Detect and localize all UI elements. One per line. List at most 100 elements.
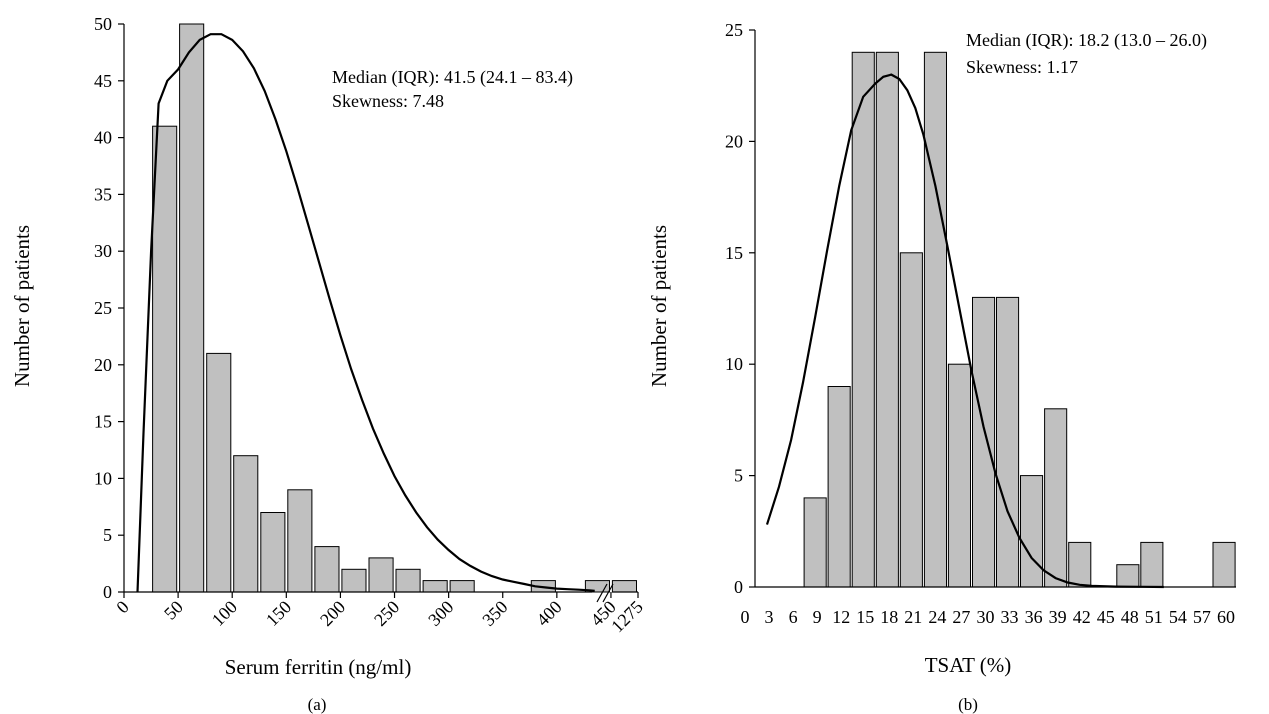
tsat-x-tick-label: 48: [1121, 607, 1139, 627]
ferritin-median-annotation: Median (IQR): 41.5 (24.1 – 83.4): [332, 67, 573, 88]
ferritin-x-tick-label: 0: [112, 597, 133, 618]
ferritin-x-tick-label: 100: [208, 597, 241, 630]
ferritin-bar-175-200: [314, 546, 340, 593]
tsat-x-tick-label: 30: [977, 607, 995, 627]
tsat-y-tick-label: 25: [725, 20, 743, 40]
tsat-x-tick-label: 21: [904, 607, 922, 627]
axis-break-slash: [602, 583, 614, 603]
panel-label-b: (b): [958, 695, 978, 714]
tsat-bar-6-9: [803, 497, 827, 588]
ferritin-y-tick-label: 15: [94, 412, 112, 432]
tsat-y-tick-label: 5: [734, 466, 743, 486]
ferritin-y-tick-label: 50: [94, 14, 112, 34]
tsat-x-tick-label: 42: [1073, 607, 1091, 627]
ferritin-x-tick-label: 250: [370, 597, 403, 630]
ferritin-y-tick-label: 0: [103, 582, 112, 602]
tsat-x-tick-label: 36: [1025, 607, 1043, 627]
tsat-x-tick-label: 24: [928, 607, 946, 627]
tsat-y-tick-label: 10: [725, 354, 743, 374]
tsat-y-ticks: 0 5 10 15 20 25: [725, 20, 755, 597]
ferritin-y-tick-label: 45: [94, 71, 112, 91]
tsat-y-tick-label: 15: [725, 243, 743, 263]
ferritin-x-tick-label: 300: [424, 597, 457, 630]
ferritin-x-tick-label: 1275: [607, 597, 647, 637]
ferritin-bar-50-75: [179, 23, 205, 593]
ferritin-y-tick-label: 30: [94, 241, 112, 261]
ferritin-x-tick-label: 200: [316, 597, 349, 630]
ferritin-bar-450-1275: [611, 580, 638, 593]
tsat-x-tick-label: 51: [1145, 607, 1163, 627]
tsat-bar-9-12: [827, 386, 851, 588]
tsat-median-annotation: Median (IQR): 18.2 (13.0 – 26.0): [966, 30, 1207, 51]
ferritin-bar-25-50: [152, 125, 178, 593]
ferritin-bar-300-325: [449, 580, 475, 593]
tsat-fit-curve: [765, 73, 1164, 589]
tsat-x-ticks: 0 3 6 9 12 15 18 21 24 27 30 33 36 39 42 45 48 51 54 57 60: [741, 607, 1236, 627]
tsat-bar-36-39: [1044, 408, 1068, 588]
ferritin-x-tick-label: 400: [532, 597, 565, 630]
tsat-bar-15-18: [875, 51, 899, 588]
tsat-bar-33-36: [1020, 475, 1044, 588]
tsat-skewness-annotation: Skewness: 1.17: [966, 57, 1078, 77]
histogram-serum-ferritin: 0 5 10 15 20 25 30 35 40 45 50 0 50 100 150 200 250 300 3…: [10, 14, 647, 714]
panel-label-a: (a): [308, 695, 327, 714]
tsat-y-tick-label: 20: [725, 131, 743, 151]
tsat-bar-24-27: [947, 363, 972, 588]
tsat-bar-30-33: [996, 296, 1020, 588]
tsat-bar-45-48: [1116, 564, 1140, 588]
ferritin-fit-curve: [136, 33, 595, 593]
ferritin-bars: [152, 23, 638, 593]
tsat-x-tick-label: 0: [741, 607, 750, 627]
tsat-x-tick-label: 54: [1169, 607, 1187, 627]
tsat-bar-12-15: [851, 51, 875, 588]
ferritin-bar-425-450: [584, 580, 611, 593]
ferritin-y-ticks: 0 5 10 15 20 25 30 35 40 45 50: [94, 14, 124, 602]
ferritin-x-axis-label: Serum ferritin (ng/ml): [225, 655, 412, 679]
tsat-bar-18-21: [899, 252, 923, 588]
ferritin-bar-75-100: [206, 352, 232, 593]
ferritin-x-tick-label: 50: [160, 597, 187, 624]
ferritin-bar-275-300: [422, 580, 448, 593]
ferritin-y-axis-label: Number of patients: [10, 225, 34, 387]
tsat-y-tick-label: 0: [734, 577, 743, 597]
ferritin-y-tick-label: 5: [103, 525, 112, 545]
ferritin-skewness-annotation: Skewness: 7.48: [332, 91, 444, 111]
tsat-bar-39-42: [1068, 541, 1092, 588]
ferritin-y-tick-label: 10: [94, 468, 112, 488]
ferritin-x-tick-label: 150: [262, 597, 295, 630]
tsat-x-tick-label: 60: [1217, 607, 1235, 627]
ferritin-bar-200-225: [341, 568, 367, 593]
ferritin-bar-250-275: [395, 568, 421, 593]
ferritin-y-tick-label: 25: [94, 298, 112, 318]
ferritin-bar-125-150: [260, 512, 286, 593]
tsat-x-tick-label: 27: [952, 607, 970, 627]
tsat-x-tick-label: 57: [1193, 607, 1211, 627]
tsat-x-tick-label: 3: [765, 607, 774, 627]
tsat-x-tick-label: 15: [856, 607, 874, 627]
ferritin-bar-100-125: [233, 455, 259, 593]
ferritin-axis-break: [596, 583, 638, 603]
tsat-x-tick-label: 9: [813, 607, 822, 627]
tsat-x-tick-label: 18: [880, 607, 898, 627]
tsat-x-tick-label: 39: [1049, 607, 1067, 627]
tsat-bar-57-60: [1212, 541, 1236, 588]
ferritin-y-tick-label: 40: [94, 128, 112, 148]
tsat-bars: [803, 51, 1236, 588]
ferritin-bar-225-250: [368, 557, 394, 593]
axis-break-slash: [596, 583, 608, 603]
tsat-bar-48-51: [1140, 541, 1164, 588]
ferritin-x-tick-label: 350: [478, 597, 511, 630]
ferritin-bar-150-175: [287, 489, 313, 593]
tsat-x-tick-label: 12: [832, 607, 850, 627]
tsat-x-tick-label: 6: [789, 607, 798, 627]
tsat-x-tick-label: 33: [1001, 607, 1019, 627]
ferritin-y-tick-label: 20: [94, 355, 112, 375]
ferritin-y-tick-label: 35: [94, 184, 112, 204]
tsat-x-tick-label: 45: [1097, 607, 1115, 627]
tsat-bar-27-30: [972, 296, 996, 588]
tsat-x-axis-label: TSAT (%): [925, 653, 1012, 677]
tsat-bar-21-24: [923, 51, 948, 588]
